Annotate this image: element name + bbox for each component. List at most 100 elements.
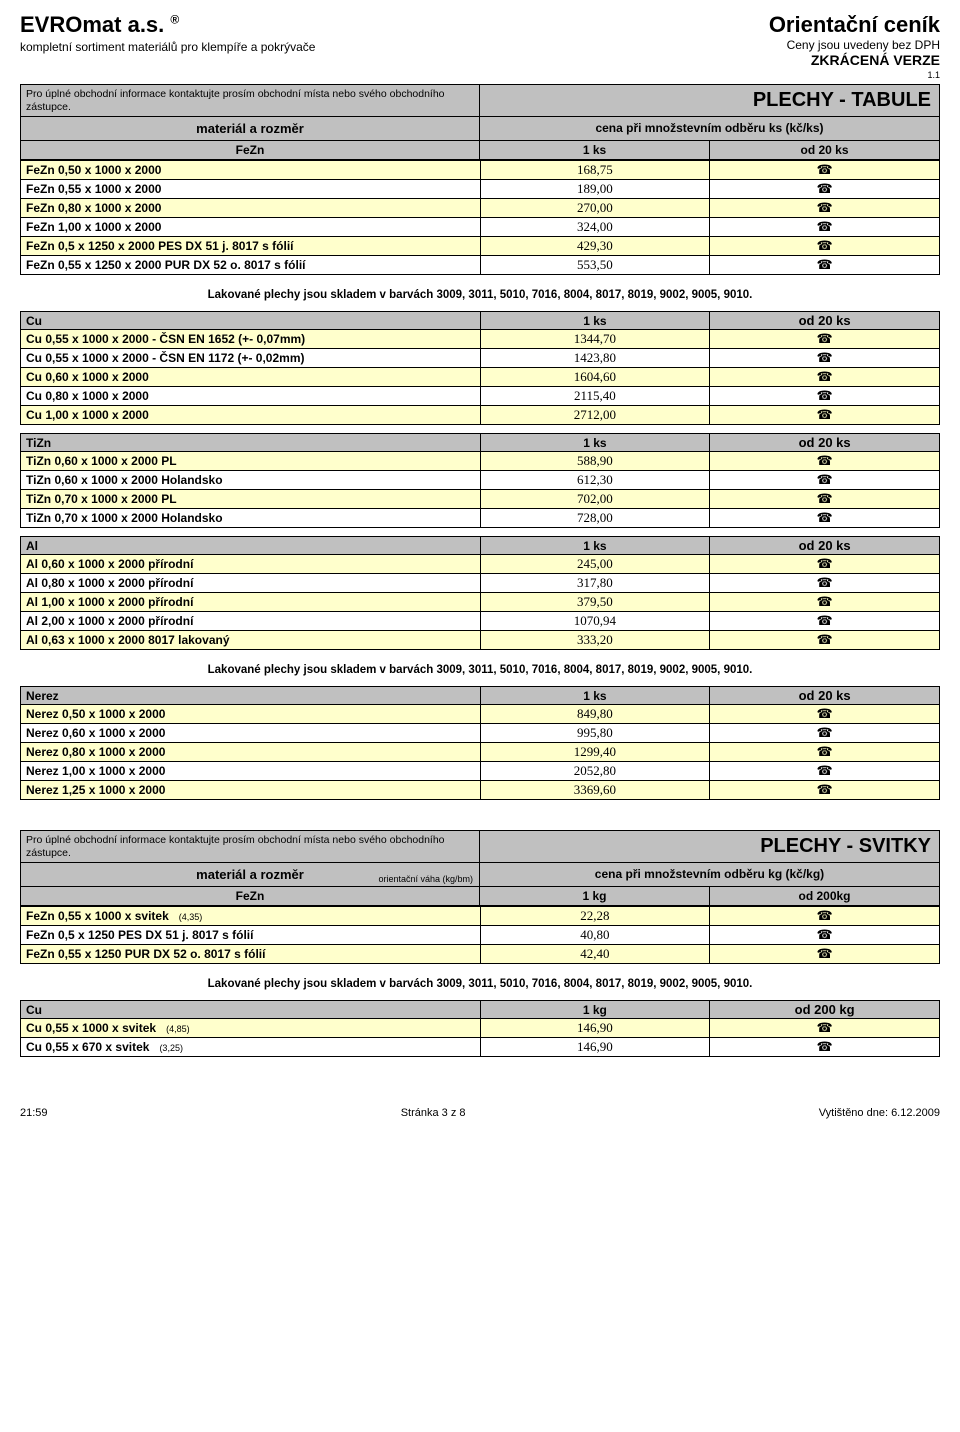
row-desc: FeZn 0,55 x 1250 PUR DX 52 o. 8017 s fól…: [21, 945, 481, 964]
phone-icon: ☎: [710, 199, 940, 218]
phone-icon: ☎: [710, 631, 940, 650]
row-desc: FeZn 0,50 x 1000 x 2000: [21, 161, 481, 180]
row-price: 146,90: [480, 1019, 710, 1038]
table-row: Cu 0,55 x 1000 x svitek (4,85)146,90☎: [21, 1019, 940, 1038]
row-price: 1070,94: [480, 612, 710, 631]
registered-mark: ®: [170, 13, 179, 27]
row-price: 995,80: [480, 724, 710, 743]
row-price: 2712,00: [480, 406, 710, 425]
phone-icon: ☎: [710, 612, 940, 631]
fezn-table: FeZn 0,50 x 1000 x 2000168,75☎FeZn 0,55 …: [20, 160, 940, 275]
row-desc: Al 1,00 x 1000 x 2000 přírodní: [21, 593, 481, 612]
row-price: 2052,80: [480, 762, 710, 781]
table-row: FeZn 0,55 x 1250 x 2000 PUR DX 52 o. 801…: [21, 256, 940, 275]
phone-icon: ☎: [710, 237, 940, 256]
sub-header-col2: od 20 ks: [710, 434, 940, 452]
table-row: Al 2,00 x 1000 x 2000 přírodní1070,94☎: [21, 612, 940, 631]
row-price: 849,80: [480, 705, 710, 724]
nerez-table: Nerez1 ksod 20 ksNerez 0,50 x 1000 x 200…: [20, 686, 940, 800]
sub-header-row: Cu1 ksod 20 ks: [21, 312, 940, 330]
phone-icon: ☎: [710, 509, 940, 528]
table-row: TiZn 0,60 x 1000 x 2000 Holandsko612,30☎: [21, 471, 940, 490]
material-header-row: materiál a rozměr cena při množstevním o…: [20, 117, 940, 141]
row-price: 1423,80: [480, 349, 710, 368]
phone-icon: ☎: [710, 743, 940, 762]
phone-icon: ☎: [710, 1019, 940, 1038]
section-svitky-title: PLECHY - SVITKY: [480, 830, 940, 863]
sub-header-row: TiZn1 ksod 20 ks: [21, 434, 940, 452]
al-table: Al1 ksod 20 ksAl 0,60 x 1000 x 2000 přír…: [20, 536, 940, 650]
row-price: 324,00: [480, 218, 710, 237]
phone-icon: ☎: [710, 555, 940, 574]
row-desc: Nerez 0,50 x 1000 x 2000: [21, 705, 481, 724]
row-price: 1299,40: [480, 743, 710, 762]
sub-header-label: Cu: [21, 312, 481, 330]
material-label-text: materiál a rozměr: [196, 867, 304, 882]
phone-icon: ☎: [710, 180, 940, 199]
footer-page: Stránka 3 z 8: [401, 1107, 466, 1119]
contact-info-box: Pro úplné obchodní informace kontaktujte…: [20, 84, 480, 117]
table-row: TiZn 0,60 x 1000 x 2000 PL588,90☎: [21, 452, 940, 471]
phone-icon: ☎: [710, 256, 940, 275]
row-desc: FeZn 0,55 x 1000 x 2000: [21, 180, 481, 199]
row-desc: Al 2,00 x 1000 x 2000 přírodní: [21, 612, 481, 631]
row-desc: FeZn 0,5 x 1250 PES DX 51 j. 8017 s fóli…: [21, 926, 481, 945]
table-row: FeZn 0,50 x 1000 x 2000168,75☎: [21, 161, 940, 180]
table-row: FeZn 0,55 x 1000 x svitek (4,35)22,28☎: [21, 907, 940, 926]
row-desc: TiZn 0,70 x 1000 x 2000 Holandsko: [21, 509, 481, 528]
table-row: FeZn 0,5 x 1250 x 2000 PES DX 51 j. 8017…: [21, 237, 940, 256]
row-desc: Cu 0,55 x 1000 x 2000 - ČSN EN 1652 (+- …: [21, 330, 481, 349]
short-version: ZKRÁCENÁ VERZE: [769, 52, 940, 68]
sub-header-col1: 1 ks: [480, 312, 710, 330]
table-row: TiZn 0,70 x 1000 x 2000 Holandsko728,00☎: [21, 509, 940, 528]
section-tabule-title: PLECHY - TABULE: [480, 84, 940, 117]
svitky-fezn-sub-header: FeZn 1 kg od 200kg: [20, 887, 940, 906]
table-row: FeZn 0,55 x 1000 x 2000189,00☎: [21, 180, 940, 199]
row-price: 728,00: [480, 509, 710, 528]
table-row: Cu 1,00 x 1000 x 20002712,00☎: [21, 406, 940, 425]
cu-table: Cu1 ksod 20 ksCu 0,55 x 1000 x 2000 - ČS…: [20, 311, 940, 425]
table-row: Cu 0,55 x 1000 x 2000 - ČSN EN 1172 (+- …: [21, 349, 940, 368]
row-price: 3369,60: [480, 781, 710, 800]
header-left: EVROmat a.s. ® kompletní sortiment mater…: [20, 12, 315, 54]
row-price: 189,00: [480, 180, 710, 199]
sub-header-col2: od 200 kg: [710, 1001, 940, 1019]
row-price: 168,75: [480, 161, 710, 180]
phone-icon: ☎: [710, 406, 940, 425]
table-row: Al 0,63 x 1000 x 2000 8017 lakovaný333,2…: [21, 631, 940, 650]
row-price: 270,00: [480, 199, 710, 218]
phone-icon: ☎: [710, 330, 940, 349]
row-price: 22,28: [480, 907, 710, 926]
phone-icon: ☎: [710, 452, 940, 471]
table-row: FeZn 0,5 x 1250 PES DX 51 j. 8017 s fóli…: [21, 926, 940, 945]
company-subtitle: kompletní sortiment materiálů pro klempí…: [20, 40, 315, 54]
phone-icon: ☎: [710, 781, 940, 800]
sub-header-row: Cu1 kgod 200 kg: [21, 1001, 940, 1019]
row-desc: Cu 0,55 x 670 x svitek (3,25): [21, 1038, 481, 1057]
page-footer: 21:59 Stránka 3 z 8 Vytištěno dne: 6.12.…: [20, 1107, 940, 1119]
row-price: 1344,70: [480, 330, 710, 349]
row-desc: Al 0,63 x 1000 x 2000 8017 lakovaný: [21, 631, 481, 650]
row-desc: TiZn 0,60 x 1000 x 2000 PL: [21, 452, 481, 471]
sub-header-label: Cu: [21, 1001, 481, 1019]
row-desc: Al 0,60 x 1000 x 2000 přírodní: [21, 555, 481, 574]
fezn-sub-header: FeZn 1 ks od 20 ks: [20, 141, 940, 160]
row-price: 146,90: [480, 1038, 710, 1057]
row-price: 429,30: [480, 237, 710, 256]
row-price: 317,80: [480, 574, 710, 593]
svitky-fezn-table: FeZn 0,55 x 1000 x svitek (4,35)22,28☎Fe…: [20, 906, 940, 964]
lakovane-note-1: Lakované plechy jsou skladem v barvách 3…: [20, 283, 940, 311]
fezn-label: FeZn: [21, 141, 480, 159]
row-desc: Cu 0,55 x 1000 x 2000 - ČSN EN 1172 (+- …: [21, 349, 481, 368]
phone-icon: ☎: [710, 368, 940, 387]
phone-icon: ☎: [710, 574, 940, 593]
weight-note: orientační váha (kg/bm): [378, 874, 473, 884]
row-desc: FeZn 0,5 x 1250 x 2000 PES DX 51 j. 8017…: [21, 237, 481, 256]
phone-icon: ☎: [710, 593, 940, 612]
sub-header-row: Al1 ksod 20 ks: [21, 537, 940, 555]
row-price: 1604,60: [480, 368, 710, 387]
table-row: Nerez 0,80 x 1000 x 20001299,40☎: [21, 743, 940, 762]
svitky-fezn-label: FeZn: [21, 887, 480, 905]
row-desc: FeZn 0,55 x 1000 x svitek (4,35): [21, 907, 481, 926]
phone-icon: ☎: [710, 161, 940, 180]
